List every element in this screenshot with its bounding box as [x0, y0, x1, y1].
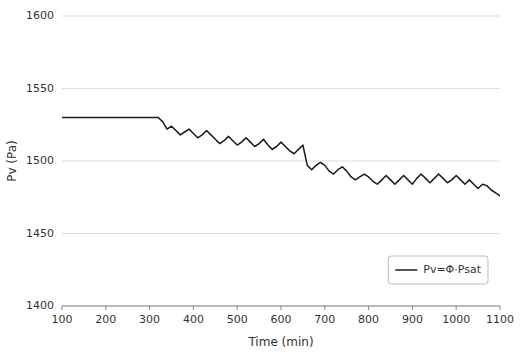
x-tick-label: 1000: [442, 313, 470, 326]
grid-line: [62, 88, 500, 89]
grid-line: [62, 161, 500, 162]
grid-line: [62, 233, 500, 234]
x-tick-label: 100: [52, 313, 73, 326]
legend-label: Pv=Φ·Psat: [423, 263, 481, 276]
y-tick-label: 1500: [26, 154, 54, 167]
x-tick-label: 600: [271, 313, 292, 326]
background: [0, 0, 522, 354]
x-tick-label: 200: [95, 313, 116, 326]
y-tick-label: 1600: [26, 9, 54, 22]
x-tick: [324, 306, 325, 310]
grid-line: [62, 16, 500, 17]
x-tick: [456, 306, 457, 310]
x-tick-label: 300: [139, 313, 160, 326]
x-tick: [149, 306, 150, 310]
legend-swatch: [395, 269, 417, 271]
y-tick-label: 1450: [26, 227, 54, 240]
x-tick: [368, 306, 369, 310]
series-line: [62, 118, 500, 196]
legend: Pv=Φ·Psat: [388, 256, 488, 284]
x-tick: [412, 306, 413, 310]
y-tick-label: 1400: [26, 299, 54, 312]
y-axis-label: Pv (Pa): [5, 140, 19, 182]
plot-area: [62, 118, 500, 196]
x-tick: [237, 306, 238, 310]
x-tick-label: 400: [183, 313, 204, 326]
x-tick-label: 1100: [486, 313, 514, 326]
x-axis-label: Time (min): [247, 335, 313, 349]
x-tick: [281, 306, 282, 310]
grid: [62, 16, 500, 306]
page: {"chart_data": {"type": "line", "xlabel"…: [0, 0, 522, 354]
x-tick: [193, 306, 194, 310]
chart: 1400 1450 1500 1550 1600 100 200 300 400 500 600 70…: [0, 0, 522, 354]
y-tick-label: 1550: [26, 82, 54, 95]
x-tick-label: 800: [358, 313, 379, 326]
x-tick: [105, 306, 106, 310]
legend-box: [388, 256, 488, 284]
x-tick-label: 900: [402, 313, 423, 326]
x-tick: [500, 306, 501, 310]
x-tick-label: 500: [227, 313, 248, 326]
x-tick: [62, 306, 63, 310]
x-tick-label: 700: [314, 313, 335, 326]
x-axis: 100 200 300 400 500 600 700 800 900 1000 1100: [52, 306, 515, 326]
